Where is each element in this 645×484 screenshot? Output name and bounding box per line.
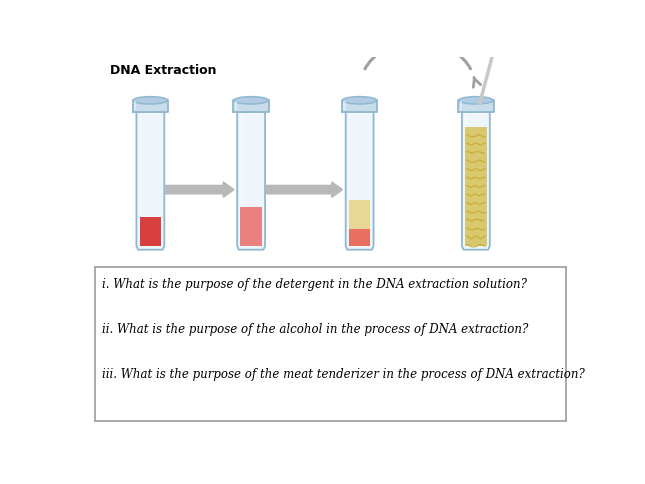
Polygon shape [460,102,462,111]
Ellipse shape [342,97,377,105]
Text: i. What is the purpose of the detergent in the DNA extraction solution?: i. What is the purpose of the detergent … [103,278,527,291]
Ellipse shape [459,97,493,105]
Polygon shape [137,113,164,250]
Polygon shape [235,102,237,111]
Polygon shape [342,100,377,113]
Polygon shape [349,114,351,244]
Polygon shape [349,200,370,229]
Ellipse shape [234,97,268,105]
FancyBboxPatch shape [95,267,566,421]
Polygon shape [139,114,142,244]
Polygon shape [233,100,269,113]
Text: ii. What is the purpose of the alcohol in the process of DNA extraction?: ii. What is the purpose of the alcohol i… [103,322,528,335]
Polygon shape [465,127,487,246]
Polygon shape [139,217,161,246]
Polygon shape [241,208,262,246]
Polygon shape [241,114,243,244]
Polygon shape [462,113,490,250]
Text: DNA Extraction: DNA Extraction [110,63,217,76]
FancyArrow shape [266,182,342,198]
Polygon shape [346,113,373,250]
FancyArrow shape [166,182,234,198]
Polygon shape [349,229,370,246]
Polygon shape [343,102,346,111]
Polygon shape [465,114,468,244]
Polygon shape [458,100,493,113]
Polygon shape [134,102,137,111]
Polygon shape [237,113,265,250]
Ellipse shape [134,97,168,105]
Polygon shape [133,100,168,113]
Text: iii. What is the purpose of the meat tenderizer in the process of DNA extraction: iii. What is the purpose of the meat ten… [103,367,585,380]
